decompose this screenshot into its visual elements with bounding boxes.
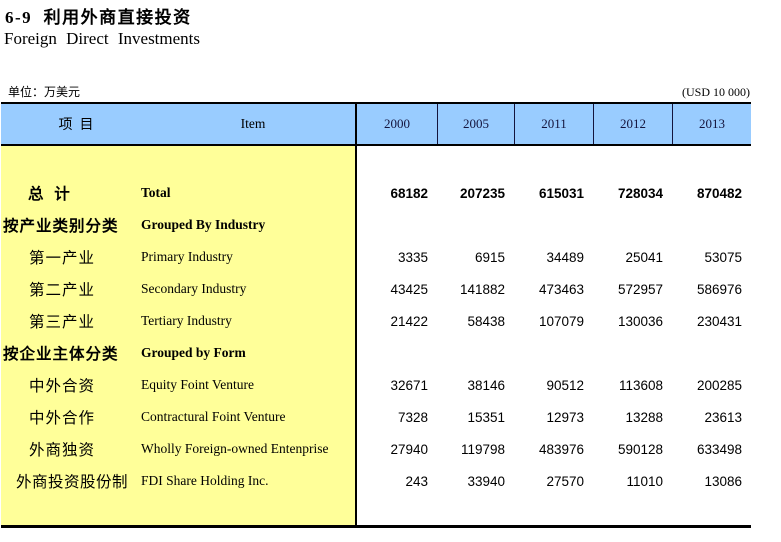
value-2012: 728034: [617, 185, 663, 201]
header-cell-year-2012: 2012: [593, 104, 672, 144]
value-2012: 130036: [617, 313, 663, 329]
value-2000: 21422: [390, 313, 428, 329]
table-row-fdi-share-holding: 外商投资股份制 FDI Share Holding Inc. 243 33940…: [1, 465, 751, 497]
value-2013: 23613: [704, 409, 742, 425]
value-2005: 6915: [474, 249, 505, 265]
header-cell-year-2000: 2000: [384, 116, 410, 131]
value-2013: 586976: [696, 281, 742, 297]
row-label-english: FDI Share Holding Inc.: [141, 473, 269, 488]
value-2012: 590128: [617, 441, 663, 457]
item-column-background: [1, 146, 357, 525]
value-2000: 68182: [390, 185, 428, 201]
header-item-english: Item: [240, 116, 266, 131]
table-row-wholly-foreign-owned: 外商独资 Wholly Foreign-owned Entenprise 279…: [1, 433, 751, 465]
row-label-chinese: 按产业类别分类: [3, 218, 119, 235]
header-cell-year-2005: 2005: [437, 104, 514, 144]
header-cell-year-2011: 2011: [514, 104, 593, 144]
header-cell-year-2013: 2013: [672, 104, 751, 144]
value-2013: 870482: [696, 185, 742, 201]
row-label-english: Secondary Industry: [141, 281, 247, 296]
row-label-english: Equity Foint Venture: [141, 377, 254, 392]
value-2000: 27940: [390, 441, 428, 457]
value-2000: 32671: [390, 377, 428, 393]
row-label-chinese: 第三产业: [29, 314, 96, 331]
row-label-chinese: 第二产业: [29, 282, 96, 299]
value-2005: 58438: [467, 313, 505, 329]
row-label-english: Grouped By Industry: [141, 217, 266, 232]
table-rows: 总 计 Total 68182 207235 615031 728034 870…: [1, 146, 751, 497]
header-item-chinese: 项 目: [58, 118, 94, 133]
value-2012: 11010: [626, 473, 663, 489]
value-2005: 141882: [459, 281, 505, 297]
table-row-total: 总 计 Total 68182 207235 615031 728034 870…: [1, 177, 751, 209]
row-label-chinese: 外商投资股份制: [16, 474, 129, 491]
value-2013: 13086: [704, 473, 742, 489]
value-2000: 3335: [397, 249, 428, 265]
value-2012: 13288: [625, 409, 663, 425]
row-label-chinese: 按企业主体分类: [3, 346, 119, 363]
value-2012: 25041: [625, 249, 663, 265]
row-label-chinese: 外商独资: [29, 442, 96, 459]
value-2012: 113608: [618, 377, 663, 393]
header-cell-item: 项 目 Item: [1, 104, 357, 144]
table-row-equity-joint-venture: 中外合资 Equity Foint Venture 32671 38146 90…: [1, 369, 751, 401]
table-title-english: Foreign Direct Investments: [4, 29, 201, 48]
value-2011: 27570: [546, 473, 584, 489]
unit-label-chinese: 单位：万美元: [8, 85, 81, 99]
value-2011: 483976: [538, 441, 584, 457]
row-label-english: Grouped by Form: [141, 345, 246, 360]
row-label-chinese: 总 计: [28, 186, 71, 203]
table-row-primary-industry: 第一产业 Primary Industry 3335 6915 34489 25…: [1, 241, 751, 273]
row-label-english: Tertiary Industry: [141, 313, 232, 328]
value-2011: 615031: [538, 185, 584, 201]
table-header-row: 项 目 Item 2000 2005 2011 2012 2013: [1, 102, 751, 146]
value-2013: 200285: [696, 377, 742, 393]
value-2011: 12973: [546, 409, 584, 425]
value-2000: 243: [405, 473, 428, 489]
table-row-group-form: 按企业主体分类 Grouped by Form: [1, 337, 751, 369]
value-2005: 38146: [467, 377, 505, 393]
row-label-english: Wholly Foreign-owned Entenprise: [141, 441, 329, 456]
table-row-group-industry: 按产业类别分类 Grouped By Industry: [1, 209, 751, 241]
value-2012: 572957: [617, 281, 663, 297]
row-label-english: Total: [141, 185, 171, 200]
table-row-secondary-industry: 第二产业 Secondary Industry 43425 141882 473…: [1, 273, 751, 305]
table-row-contractual-joint-venture: 中外合作 Contractural Foint Venture 7328 153…: [1, 401, 751, 433]
value-2005: 33940: [467, 473, 505, 489]
value-2000: 7328: [397, 409, 428, 425]
value-2013: 53075: [704, 249, 742, 265]
value-2011: 34489: [546, 249, 584, 265]
value-2013: 230431: [696, 313, 742, 329]
row-label-english: Contractural Foint Venture: [141, 409, 286, 424]
row-label-chinese: 第一产业: [29, 250, 96, 267]
value-2005: 119798: [460, 441, 505, 457]
table-row-tertiary-industry: 第三产业 Tertiary Industry 21422 58438 10707…: [1, 305, 751, 337]
value-2013: 633498: [696, 441, 742, 457]
value-2011: 90512: [546, 377, 584, 393]
unit-label-english: (USD 10 000): [682, 85, 750, 99]
table-title-chinese: 6-9 利用外商直接投资: [5, 8, 192, 27]
fdi-table: 项 目 Item 2000 2005 2011 2012 2013 总 计 To…: [1, 102, 751, 528]
value-2000: 43425: [390, 281, 428, 297]
value-2005: 207235: [459, 185, 505, 201]
unit-row: 单位：万美元 (USD 10 000): [8, 80, 750, 100]
value-2011: 107079: [538, 313, 584, 329]
row-label-english: Primary Industry: [141, 249, 233, 264]
row-label-chinese: 中外合作: [29, 410, 96, 427]
table-body: 总 计 Total 68182 207235 615031 728034 870…: [1, 146, 751, 528]
row-label-chinese: 中外合资: [29, 378, 96, 395]
value-2005: 15351: [467, 409, 505, 425]
value-2011: 473463: [538, 281, 584, 297]
